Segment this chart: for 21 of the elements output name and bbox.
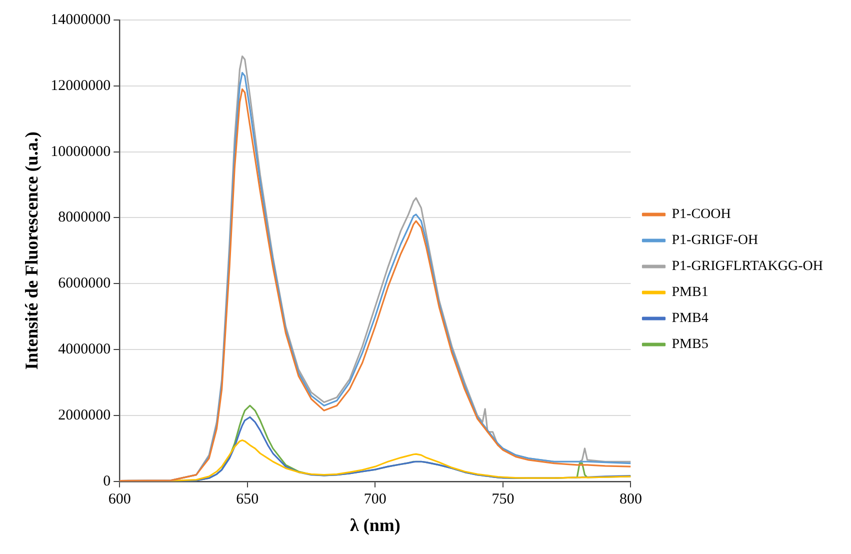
x-axis-title: λ (nm) [350,514,400,535]
y-tick-label: 0 [103,473,111,490]
legend-label: P1-GRIGFLRTAKGG-OH [672,259,824,274]
y-tick-label: 8000000 [58,210,111,226]
legend-label: P1-GRIGF-OH [672,233,758,248]
y-tick-label: 12000000 [50,78,111,94]
legend-label: PMB4 [672,311,708,326]
legend-label: PMB1 [672,285,708,300]
x-tick-label: 750 [492,491,514,508]
x-tick-label: 600 [108,491,131,508]
x-tick-label: 650 [236,491,259,508]
y-tick-label: 14000000 [50,12,111,28]
legend-label: PMB5 [672,337,708,352]
y-tick-label: 6000000 [58,276,111,292]
x-tick-label: 800 [619,491,642,508]
y-axis-title: Intensité de Fluorescence (u.a.) [21,132,42,370]
y-tick-label: 2000000 [58,407,111,424]
y-tick-label: 10000000 [50,144,111,160]
y-tick-label: 4000000 [58,342,111,358]
x-tick-label: 700 [364,491,386,508]
legend-label: P1-COOH [672,207,731,222]
